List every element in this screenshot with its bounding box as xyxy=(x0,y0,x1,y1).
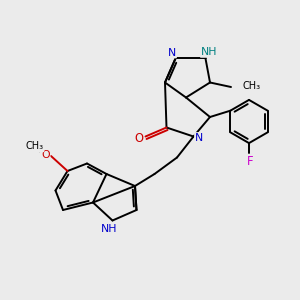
Text: O: O xyxy=(134,131,143,145)
Text: NH: NH xyxy=(101,224,117,234)
Text: O: O xyxy=(41,149,50,160)
Text: NH: NH xyxy=(201,47,217,57)
Text: CH₃: CH₃ xyxy=(242,80,260,91)
Text: N: N xyxy=(195,133,203,143)
Text: N: N xyxy=(168,47,176,58)
Text: CH₃: CH₃ xyxy=(26,141,44,152)
Text: F: F xyxy=(247,154,254,168)
